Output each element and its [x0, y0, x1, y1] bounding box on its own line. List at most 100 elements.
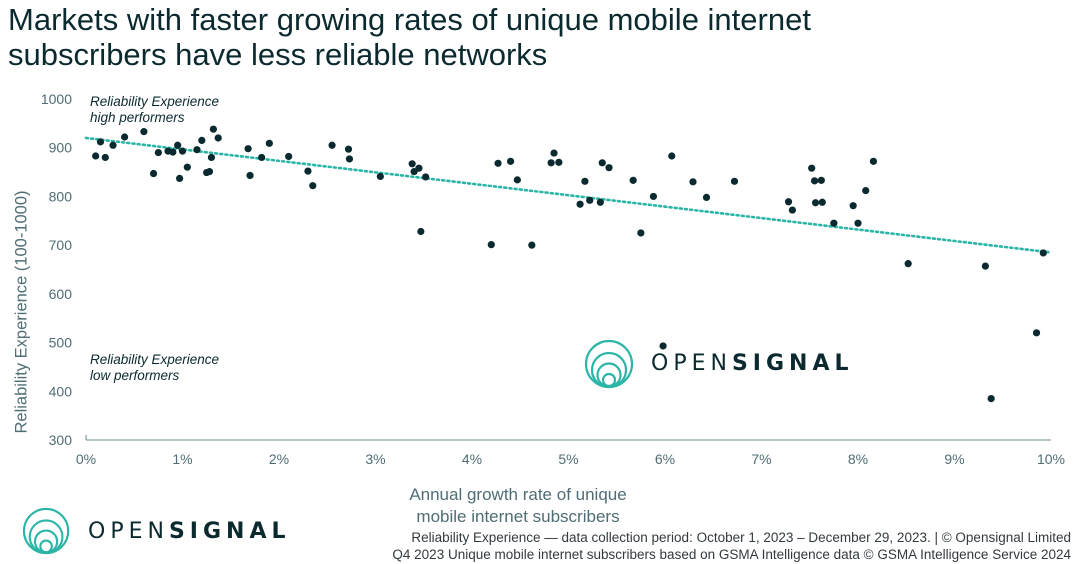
data-point: [830, 219, 838, 227]
data-point: [659, 342, 667, 350]
data-point: [784, 198, 793, 206]
opensignal-footer-wordmark: OPENSIGNAL: [88, 519, 291, 544]
data-point: [246, 171, 254, 180]
x-tick-label: 1%: [172, 451, 192, 467]
data-point: [818, 198, 826, 206]
data-point: [507, 157, 515, 165]
data-point: [417, 227, 425, 236]
data-point: [422, 173, 430, 181]
data-point: [689, 178, 697, 186]
opensignal-logo-icon: [584, 339, 634, 389]
data-point: [408, 160, 416, 168]
data-point: [550, 149, 558, 157]
data-point: [849, 202, 857, 210]
data-point: [862, 186, 870, 195]
data-point: [285, 152, 293, 161]
x-tick-label: 4%: [462, 451, 482, 467]
x-axis-label-line1: Annual growth rate of unique: [409, 485, 627, 504]
y-tick-label: 700: [49, 237, 73, 253]
data-point: [702, 193, 711, 202]
data-point: [176, 174, 184, 183]
data-point: [730, 177, 739, 185]
chart-title-line1: Markets with faster growing rates of uni…: [8, 2, 811, 37]
opensignal-footer-logo-icon: [22, 507, 70, 555]
data-point: [121, 133, 129, 141]
y-tick-label: 900: [49, 140, 73, 156]
brand-prefix: OPEN: [651, 351, 732, 376]
footer-source-line2: Q4 2023 Unique mobile internet subscribe…: [392, 547, 1071, 562]
x-tick-label: 5%: [558, 451, 578, 467]
annotation-high-line2: high performers: [90, 110, 185, 125]
data-point: [149, 169, 158, 178]
data-point: [528, 241, 536, 249]
data-point: [344, 145, 353, 153]
data-point: [576, 200, 584, 208]
x-tick-label: 10%: [1037, 451, 1065, 467]
y-tick-label: 800: [49, 188, 73, 204]
data-point: [214, 134, 222, 142]
data-point: [605, 164, 613, 172]
data-point: [649, 192, 658, 201]
data-point: [304, 167, 312, 175]
data-point: [904, 260, 912, 268]
data-point: [207, 153, 216, 162]
data-point: [547, 159, 555, 167]
data-point: [140, 128, 148, 136]
data-point: [96, 138, 105, 146]
data-point: [581, 177, 589, 185]
data-point: [811, 199, 820, 207]
x-tick-label: 2%: [269, 451, 289, 467]
x-tick-label: 0%: [76, 451, 96, 467]
data-point: [92, 152, 100, 160]
annotation-low-performers: Reliability Experience low performers: [90, 352, 219, 384]
data-point: [808, 164, 816, 172]
data-point: [109, 141, 117, 149]
data-point: [415, 164, 423, 172]
x-tick-label: 6%: [655, 451, 675, 467]
data-point: [174, 141, 182, 149]
data-point: [265, 139, 273, 147]
x-tick-label: 9%: [944, 451, 964, 467]
data-point: [810, 177, 819, 185]
x-tick-label: 8%: [848, 451, 868, 467]
data-point: [169, 148, 177, 156]
data-point: [555, 158, 563, 166]
data-point: [586, 196, 594, 204]
y-tick-label: 300: [49, 432, 73, 448]
data-point: [101, 153, 109, 162]
data-point: [178, 147, 187, 155]
x-tick-label: 7%: [751, 451, 771, 467]
data-point: [258, 153, 266, 162]
x-axis-label-line2: mobile internet subscribers: [416, 507, 620, 526]
data-point: [1032, 329, 1041, 337]
footer-brand-suffix: SIGNAL: [168, 519, 291, 544]
data-point: [598, 159, 606, 167]
chart-title: Markets with faster growing rates of uni…: [8, 2, 1068, 72]
annotation-low-line1: Reliability Experience: [90, 352, 220, 367]
data-point: [513, 176, 521, 184]
footer-source-line1: Reliability Experience — data collection…: [411, 530, 1071, 545]
brand-suffix: SIGNAL: [731, 351, 854, 376]
y-tick-label: 1000: [41, 91, 72, 107]
data-point: [183, 163, 191, 171]
data-point: [869, 157, 878, 165]
data-point: [596, 198, 604, 206]
data-point: [854, 219, 862, 227]
data-point: [209, 125, 217, 133]
y-tick-label: 600: [49, 286, 73, 302]
data-point: [1039, 249, 1047, 257]
data-point: [487, 241, 495, 249]
data-point: [244, 145, 252, 153]
y-tick-label: 400: [49, 383, 73, 399]
data-point: [309, 182, 317, 190]
y-tick-label: 500: [49, 335, 73, 351]
x-axis-label: Annual growth rate of unique mobile inte…: [368, 484, 668, 528]
data-point: [637, 229, 645, 237]
data-point: [198, 136, 206, 145]
annotation-high-performers: Reliability Experience high performers: [90, 94, 219, 126]
y-axis-label: Reliability Experience (100-1000): [12, 190, 31, 434]
data-point: [193, 146, 201, 154]
trend-line: [84, 136, 1053, 254]
footer-brand-prefix: OPEN: [88, 519, 169, 544]
